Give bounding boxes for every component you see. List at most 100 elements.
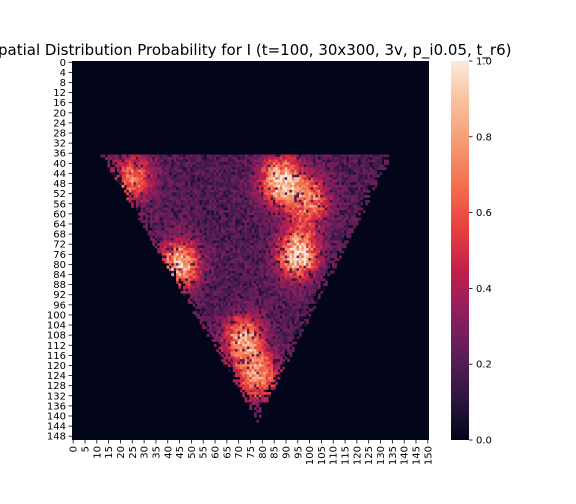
heatmap-cell (204, 187, 208, 191)
heatmap-cell (140, 179, 144, 183)
heatmap-cell (265, 240, 269, 244)
heatmap-cell (298, 164, 302, 168)
heatmap-cell (282, 268, 286, 272)
heatmap-cell (187, 225, 191, 229)
heatmap-cell (220, 162, 224, 165)
heatmap-cell (242, 250, 245, 254)
heatmap-cell (348, 220, 352, 224)
heatmap-cell (237, 247, 241, 251)
heatmap-cell (306, 210, 309, 213)
heatmap-cell (213, 293, 217, 297)
heatmap-cell (343, 157, 347, 160)
heatmap-cell (280, 179, 283, 183)
heatmap-cell (254, 162, 257, 165)
heatmap-cell (199, 174, 203, 178)
heatmap-cell (135, 205, 139, 208)
heatmap-cell (334, 263, 338, 267)
heatmap-cell (272, 295, 276, 299)
heatmap-cell (176, 225, 179, 229)
heatmap-cell (176, 169, 179, 173)
heatmap-cell (263, 285, 267, 289)
heatmap-cell (258, 205, 262, 208)
heatmap-cell (284, 237, 288, 241)
heatmap-cell (216, 268, 219, 272)
heatmap-cell (202, 260, 205, 264)
heatmap-cell (223, 265, 227, 269)
heatmap-cell (280, 268, 283, 272)
heatmap-cell (275, 237, 279, 241)
heatmap-cell (310, 237, 314, 241)
heatmap-cell (251, 189, 255, 193)
heatmap-cell (315, 184, 319, 188)
heatmap-cell (161, 157, 165, 160)
heatmap-cell (263, 288, 267, 292)
heatmap-cell (228, 222, 231, 226)
heatmap-cell (265, 235, 269, 239)
heatmap-cell (263, 280, 267, 284)
heatmap-cell (256, 187, 260, 191)
heatmap-cell (310, 182, 314, 186)
heatmap-cell (180, 210, 184, 213)
heatmap-cell (194, 159, 198, 163)
heatmap-cell (166, 255, 170, 259)
heatmap-cell (173, 187, 177, 191)
heatmap-cell (249, 169, 253, 173)
heatmap-cell (176, 222, 179, 226)
heatmap-cell (218, 194, 222, 198)
heatmap-cell (348, 202, 352, 206)
heatmap-cell (320, 164, 323, 168)
heatmap-cell (251, 255, 255, 259)
heatmap-cell (178, 242, 182, 246)
heatmap-cell (194, 278, 198, 282)
heatmap-cell (230, 205, 234, 208)
heatmap-cell (251, 199, 255, 203)
heatmap-cell (239, 247, 243, 251)
heatmap-cell (272, 192, 276, 196)
heatmap-cell (157, 179, 160, 183)
heatmap-cell (223, 247, 227, 251)
heatmap-cell (277, 189, 281, 193)
heatmap-cell (171, 253, 175, 256)
heatmap-cell (171, 177, 175, 181)
heatmap-cell (336, 207, 340, 211)
heatmap-cell (268, 242, 271, 246)
heatmap-cell (192, 217, 196, 221)
heatmap-cell (171, 192, 175, 196)
heatmap-cell (183, 268, 186, 272)
heatmap-cell (296, 162, 300, 165)
heatmap-cell (138, 174, 141, 178)
heatmap-cell (265, 172, 269, 176)
heatmap-cell (280, 278, 283, 282)
heatmap-cell (159, 225, 163, 229)
heatmap-cell (131, 154, 134, 158)
heatmap-cell (306, 159, 309, 163)
heatmap-cell (213, 174, 217, 178)
heatmap-cell (244, 250, 248, 254)
heatmap-cell (251, 245, 255, 249)
heatmap-cell (265, 212, 269, 216)
heatmap-cell (183, 215, 186, 219)
heatmap-cell (306, 215, 309, 219)
heatmap-cell (268, 230, 271, 234)
heatmap-cell (246, 184, 250, 188)
heatmap-cell (296, 177, 300, 181)
heatmap-cell (313, 154, 316, 158)
heatmap-cell (336, 202, 340, 206)
heatmap-cell (315, 245, 319, 249)
heatmap-cell (282, 260, 286, 264)
heatmap-cell (223, 220, 227, 224)
heatmap-cell (251, 230, 255, 234)
heatmap-cell (199, 164, 203, 168)
heatmap-cell (277, 177, 281, 181)
heatmap-cell (291, 285, 295, 289)
heatmap-cell (341, 220, 345, 224)
heatmap-cell (133, 172, 137, 176)
heatmap-cell (341, 242, 345, 246)
heatmap-cell (168, 250, 172, 254)
heatmap-cell (138, 154, 141, 158)
heatmap-cell (332, 227, 335, 231)
heatmap-cell (355, 164, 359, 168)
heatmap-cell (263, 187, 267, 191)
heatmap-cell (254, 210, 257, 213)
heatmap-cell (180, 242, 184, 246)
